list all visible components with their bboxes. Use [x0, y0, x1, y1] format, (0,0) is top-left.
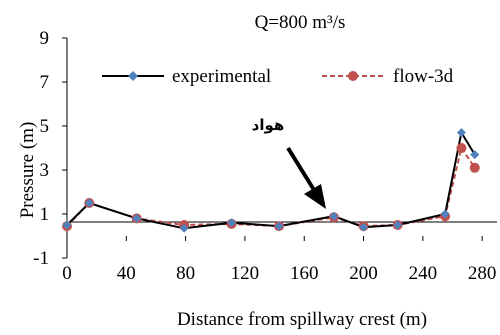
legend-item-flow-3d: flow-3d [322, 66, 454, 87]
data-point-experimental [393, 220, 403, 230]
annotation-arrow-shaft [286, 146, 316, 192]
annotation-arrowhead [304, 184, 326, 209]
data-point-experimental [456, 128, 466, 138]
y-axis-ticks: -1 1 3 5 7 9 [33, 28, 67, 269]
x-tick-label: 160 [290, 263, 319, 284]
annotation-label: هواد [252, 116, 285, 134]
data-point-experimental [329, 211, 339, 221]
data-point-experimental [84, 198, 94, 208]
legend-label-flow-3d: flow-3d [393, 66, 454, 87]
y-axis-title: Pressure (m) [17, 122, 38, 219]
x-tick-label: 200 [349, 263, 378, 284]
data-point-experimental [440, 209, 450, 219]
x-tick-label: 0 [62, 263, 72, 284]
x-tick-label: 40 [117, 263, 136, 284]
y-tick-label: 7 [40, 72, 50, 93]
data-point-experimental [227, 218, 237, 228]
data-point-experimental [359, 222, 369, 232]
x-tick-label: 120 [231, 263, 260, 284]
x-tick-label: 280 [468, 263, 497, 284]
y-tick-label: 5 [40, 116, 50, 137]
chart-title: Q=800 m³/s [255, 12, 346, 33]
x-axis-ticks: 0 40 80 120 160 200 240 280 [62, 236, 496, 284]
data-point-experimental [179, 223, 189, 233]
data-point-flow-3d [456, 143, 467, 153]
legend-label-experimental: experimental [172, 66, 271, 87]
y-tick-label: 1 [40, 204, 50, 225]
series-line-experimental [66, 129, 476, 230]
x-axis-title: Distance from spillway crest (m) [177, 309, 427, 330]
data-point-experimental [62, 220, 72, 230]
y-tick-label: -1 [33, 248, 49, 269]
data-point-experimental [132, 213, 142, 223]
data-point-flow-3d [469, 162, 480, 173]
legend-item-experimental: experimental [102, 66, 271, 87]
legend: experimental flow-3d [102, 66, 454, 87]
x-tick-label: 80 [176, 263, 195, 284]
series-layer [62, 128, 480, 233]
y-tick-label: 9 [40, 28, 50, 49]
annotation: هواد [252, 116, 326, 209]
data-point-experimental [470, 150, 480, 160]
data-point-experimental [274, 221, 284, 231]
y-tick-label: 3 [40, 160, 50, 181]
x-tick-label: 240 [409, 263, 438, 284]
series-line-flow-3d [66, 145, 476, 228]
